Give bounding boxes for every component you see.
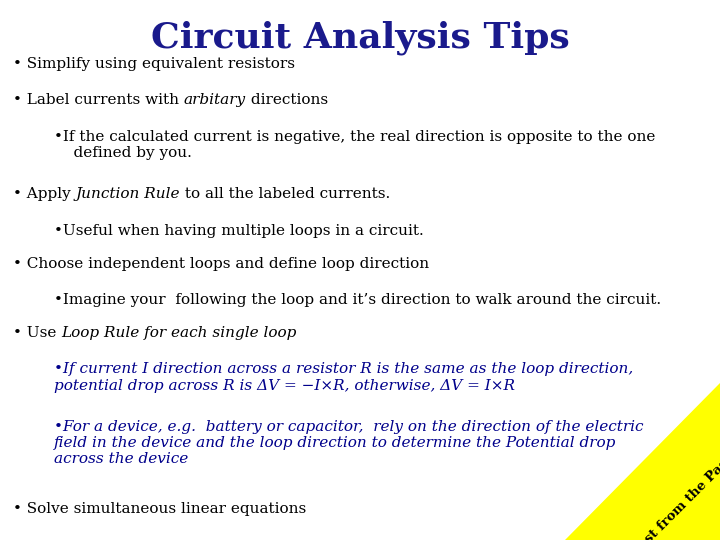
Text: Circuit Analysis Tips: Circuit Analysis Tips — [150, 21, 570, 55]
Polygon shape — [565, 383, 720, 540]
Text: • Choose independent loops and define loop direction: • Choose independent loops and define lo… — [13, 256, 429, 271]
Text: •If the calculated current is negative, the real direction is opposite to the on: •If the calculated current is negative, … — [54, 130, 655, 160]
Text: •Useful when having multiple loops in a circuit.: •Useful when having multiple loops in a … — [54, 224, 424, 238]
Text: • Apply: • Apply — [13, 187, 76, 201]
Text: to all the labeled currents.: to all the labeled currents. — [180, 187, 390, 201]
Text: •If current I direction across a resistor R is the same as the loop direction,
p: •If current I direction across a resisto… — [54, 362, 634, 393]
Text: arbitary: arbitary — [184, 93, 246, 107]
Text: Blast from the Past: Blast from the Past — [625, 453, 720, 540]
Text: directions: directions — [246, 93, 328, 107]
Text: • Solve simultaneous linear equations: • Solve simultaneous linear equations — [13, 502, 306, 516]
Text: • Use: • Use — [13, 326, 61, 340]
Text: • Simplify using equivalent resistors: • Simplify using equivalent resistors — [13, 57, 295, 71]
Text: •Imagine your  following the loop and it’s direction to walk around the circuit.: •Imagine your following the loop and it’… — [54, 293, 661, 307]
Text: • Label currents with: • Label currents with — [13, 93, 184, 107]
Text: •For a device, e.g.  battery or capacitor,  rely on the direction of the electri: •For a device, e.g. battery or capacitor… — [54, 420, 644, 466]
Text: Loop Rule for each single loop: Loop Rule for each single loop — [61, 326, 297, 340]
Text: Junction Rule: Junction Rule — [76, 187, 180, 201]
